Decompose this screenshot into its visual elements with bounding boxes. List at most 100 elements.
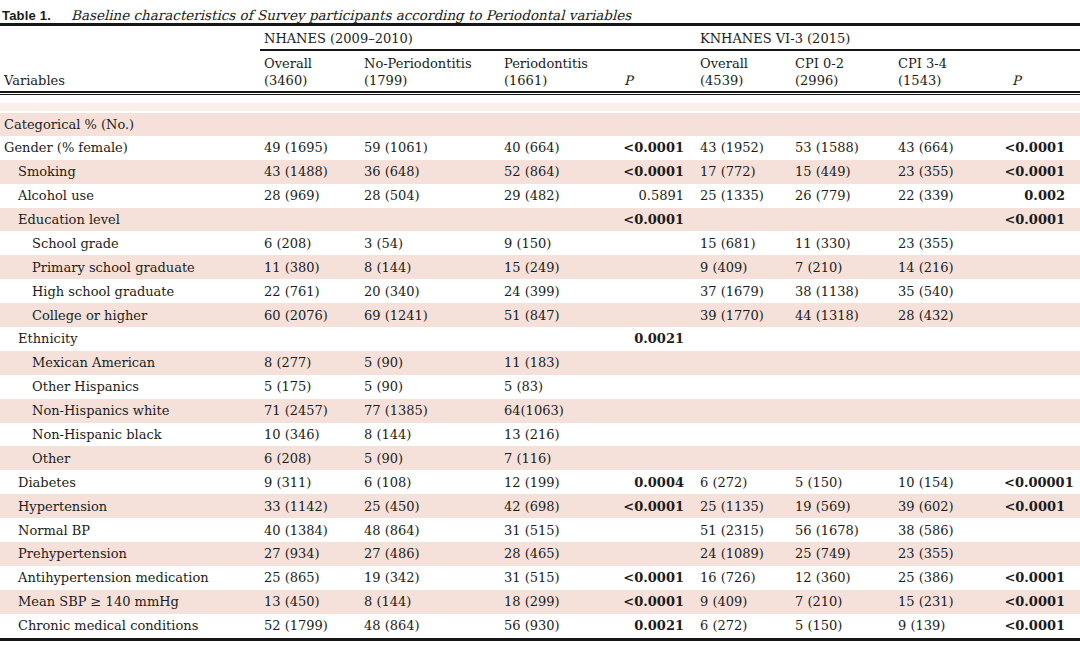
value-cell-knhanes: 38 (586) bbox=[894, 518, 1004, 542]
table-row: School grade6 (208)3 (54)9 (150)15 (681)… bbox=[0, 231, 1080, 255]
p-value-cell-knhanes: <0.0001 bbox=[1004, 590, 1080, 614]
value-cell-nhanes: 8 (144) bbox=[360, 255, 500, 279]
value-cell-knhanes: 7 (210) bbox=[791, 590, 894, 614]
group-header-knhanes: KNHANES VI-3 (2015) bbox=[696, 26, 1080, 50]
p-value-cell-nhanes: <0.0001 bbox=[600, 160, 696, 184]
value-cell-nhanes: 6 (108) bbox=[360, 470, 500, 494]
p-value-cell-nhanes: <0.0001 bbox=[600, 590, 696, 614]
p-value-cell-knhanes: <0.0001 bbox=[1004, 566, 1080, 590]
table-row: Diabetes9 (311)6 (108)12 (199)0.00046 (2… bbox=[0, 470, 1080, 494]
value-cell-nhanes: 77 (1385) bbox=[360, 399, 500, 423]
paper-table-page: Table 1. Baseline characteristics of Surv… bbox=[0, 0, 1080, 641]
value-cell-nhanes bbox=[500, 208, 600, 232]
p-value-cell-knhanes: <0.0001 bbox=[1004, 494, 1080, 518]
value-cell-knhanes: 9 (409) bbox=[696, 255, 791, 279]
value-cell-knhanes: 17 (772) bbox=[696, 160, 791, 184]
value-cell-knhanes bbox=[894, 399, 1004, 423]
value-cell-nhanes: 48 (864) bbox=[360, 518, 500, 542]
value-cell-nhanes: 20 (340) bbox=[360, 279, 500, 303]
variable-label: Diabetes bbox=[0, 470, 260, 494]
p-value-cell-nhanes: 0.5891 bbox=[600, 184, 696, 208]
col-header-no-periodontitis: No-Periodontitis bbox=[360, 50, 500, 72]
value-cell-knhanes: 5 (150) bbox=[791, 470, 894, 494]
value-cell-nhanes: 5 (90) bbox=[360, 351, 500, 375]
value-cell-nhanes: 5 (83) bbox=[500, 375, 600, 399]
value-cell-knhanes bbox=[894, 208, 1004, 232]
value-cell-knhanes: 39 (1770) bbox=[696, 303, 791, 327]
p-value-header-knhanes: P bbox=[1004, 72, 1080, 92]
value-cell-knhanes bbox=[894, 423, 1004, 447]
table-row: Education level<0.0001<0.0001 bbox=[0, 208, 1080, 232]
value-cell-nhanes: 19 (342) bbox=[360, 566, 500, 590]
value-cell-nhanes: 29 (482) bbox=[500, 184, 600, 208]
table-row: Mean SBP ≥ 140 mmHg13 (450)8 (144)18 (29… bbox=[0, 590, 1080, 614]
variable-label: Normal BP bbox=[0, 518, 260, 542]
value-cell-knhanes bbox=[791, 423, 894, 447]
value-cell-knhanes bbox=[894, 446, 1004, 470]
p-value-cell-knhanes: <0.0001 bbox=[1004, 208, 1080, 232]
value-cell-nhanes: 8 (277) bbox=[260, 351, 360, 375]
bottom-rule bbox=[0, 638, 1080, 641]
value-cell-nhanes: 15 (249) bbox=[500, 255, 600, 279]
value-cell-nhanes: 42 (698) bbox=[500, 494, 600, 518]
value-cell-nhanes: 40 (664) bbox=[500, 136, 600, 160]
table-row: Non-Hispanic black10 (346)8 (144)13 (216… bbox=[0, 423, 1080, 447]
value-cell-knhanes: 22 (339) bbox=[894, 184, 1004, 208]
variable-label: Education level bbox=[0, 208, 260, 232]
variable-label: Mean SBP ≥ 140 mmHg bbox=[0, 590, 260, 614]
section-header-label: Categorical % (No.) bbox=[0, 112, 1080, 136]
value-cell-knhanes: 9 (139) bbox=[894, 614, 1004, 638]
table-row: Smoking43 (1488)36 (648)52 (864)<0.00011… bbox=[0, 160, 1080, 184]
value-cell-knhanes: 5 (150) bbox=[791, 614, 894, 638]
p-value-cell-nhanes bbox=[600, 303, 696, 327]
value-cell-knhanes: 35 (540) bbox=[894, 279, 1004, 303]
empty-cell bbox=[1004, 50, 1080, 72]
value-cell-knhanes: 25 (749) bbox=[791, 542, 894, 566]
p-value-cell-nhanes bbox=[600, 351, 696, 375]
variable-label: High school graduate bbox=[0, 279, 260, 303]
table-row: Alcohol use28 (969)28 (504)29 (482)0.589… bbox=[0, 184, 1080, 208]
value-cell-nhanes: 5 (90) bbox=[360, 375, 500, 399]
table-caption-text: Baseline characteristics of Survey parti… bbox=[71, 7, 631, 23]
value-cell-nhanes: 60 (2076) bbox=[260, 303, 360, 327]
table-row: Other Hispanics5 (175)5 (90)5 (83) bbox=[0, 375, 1080, 399]
p-value-cell-knhanes bbox=[1004, 327, 1080, 351]
group-header-nhanes: NHANES (2009–2010) bbox=[260, 26, 696, 50]
value-cell-nhanes: 31 (515) bbox=[500, 566, 600, 590]
column-count-row: Variables (3460) (1799) (1661) P (4539) … bbox=[0, 72, 1080, 92]
value-cell-knhanes bbox=[791, 351, 894, 375]
value-cell-nhanes: 24 (399) bbox=[500, 279, 600, 303]
value-cell-knhanes: 53 (1588) bbox=[791, 136, 894, 160]
value-cell-knhanes: 11 (330) bbox=[791, 231, 894, 255]
value-cell-knhanes: 15 (681) bbox=[696, 231, 791, 255]
group-header-row: NHANES (2009–2010) KNHANES VI-3 (2015) bbox=[0, 26, 1080, 50]
value-cell-knhanes: 25 (386) bbox=[894, 566, 1004, 590]
p-value-cell-nhanes: 0.0021 bbox=[600, 327, 696, 351]
value-cell-nhanes bbox=[360, 208, 500, 232]
col-count-periodontitis: (1661) bbox=[500, 72, 600, 92]
value-cell-nhanes: 33 (1142) bbox=[260, 494, 360, 518]
col-header-nhanes-overall: Overall bbox=[260, 50, 360, 72]
col-header-knhanes-overall: Overall bbox=[696, 50, 791, 72]
variable-label: School grade bbox=[0, 231, 260, 255]
table-number-label: Table 1. bbox=[2, 8, 51, 23]
value-cell-nhanes: 3 (54) bbox=[360, 231, 500, 255]
value-cell-knhanes: 25 (1135) bbox=[696, 494, 791, 518]
variable-label: Other Hispanics bbox=[0, 375, 260, 399]
col-count-no-periodontitis: (1799) bbox=[360, 72, 500, 92]
column-label-row: Overall No-Periodontitis Periodontitis O… bbox=[0, 50, 1080, 72]
value-cell-knhanes bbox=[696, 327, 791, 351]
p-value-cell-knhanes bbox=[1004, 542, 1080, 566]
value-cell-knhanes bbox=[791, 208, 894, 232]
value-cell-knhanes bbox=[696, 446, 791, 470]
value-cell-knhanes bbox=[696, 208, 791, 232]
value-cell-knhanes: 10 (154) bbox=[894, 470, 1004, 494]
variable-label: Primary school graduate bbox=[0, 255, 260, 279]
value-cell-nhanes: 49 (1695) bbox=[260, 136, 360, 160]
value-cell-nhanes: 48 (864) bbox=[360, 614, 500, 638]
col-count-cpi-0-2: (2996) bbox=[791, 72, 894, 92]
value-cell-nhanes: 13 (450) bbox=[260, 590, 360, 614]
table-row: Other6 (208)5 (90)7 (116) bbox=[0, 446, 1080, 470]
value-cell-nhanes: 51 (847) bbox=[500, 303, 600, 327]
value-cell-knhanes: 38 (1138) bbox=[791, 279, 894, 303]
